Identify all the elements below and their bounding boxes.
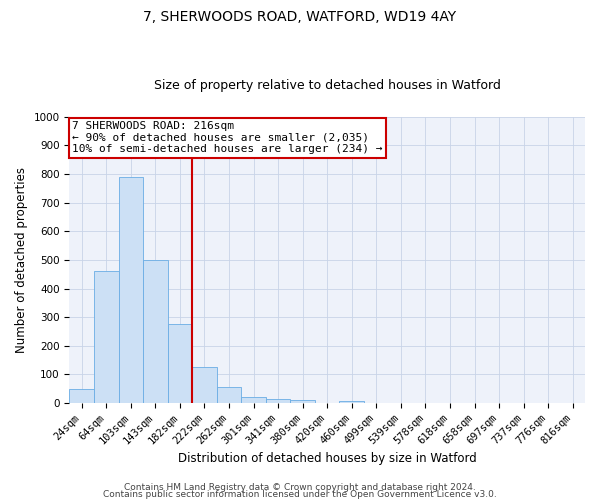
Text: Contains public sector information licensed under the Open Government Licence v3: Contains public sector information licen… <box>103 490 497 499</box>
Bar <box>119 177 143 403</box>
Text: 7, SHERWOODS ROAD, WATFORD, WD19 4AY: 7, SHERWOODS ROAD, WATFORD, WD19 4AY <box>143 10 457 24</box>
Text: 7 SHERWOODS ROAD: 216sqm
← 90% of detached houses are smaller (2,035)
10% of sem: 7 SHERWOODS ROAD: 216sqm ← 90% of detach… <box>72 121 382 154</box>
Bar <box>143 260 167 403</box>
Bar <box>217 388 241 403</box>
Bar <box>241 397 266 403</box>
Bar <box>70 390 94 403</box>
Title: Size of property relative to detached houses in Watford: Size of property relative to detached ho… <box>154 79 500 92</box>
Bar <box>94 272 119 403</box>
Text: Contains HM Land Registry data © Crown copyright and database right 2024.: Contains HM Land Registry data © Crown c… <box>124 484 476 492</box>
Y-axis label: Number of detached properties: Number of detached properties <box>15 167 28 353</box>
Bar <box>266 399 290 403</box>
Bar <box>340 401 364 403</box>
X-axis label: Distribution of detached houses by size in Watford: Distribution of detached houses by size … <box>178 452 476 465</box>
Bar <box>290 400 315 403</box>
Bar <box>167 324 192 403</box>
Bar <box>192 368 217 403</box>
